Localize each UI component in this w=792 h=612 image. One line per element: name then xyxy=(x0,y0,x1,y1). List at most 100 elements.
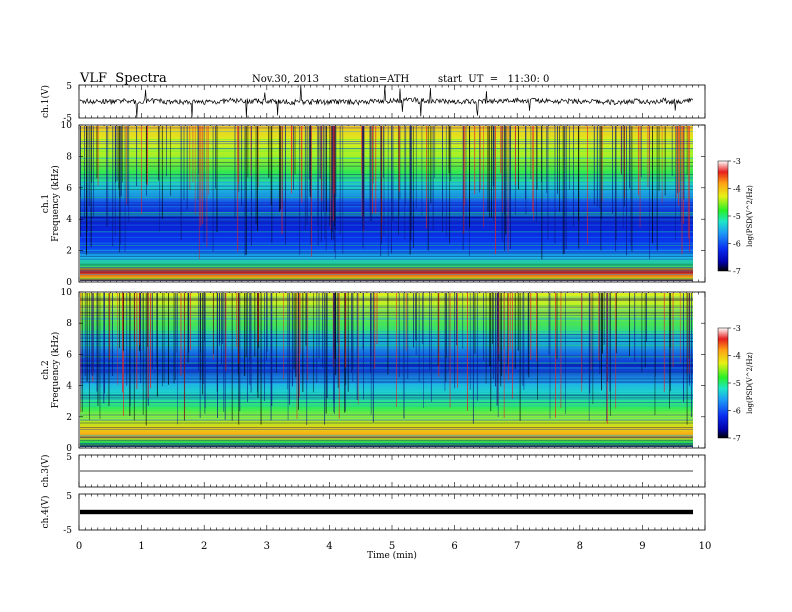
ch1-sferic xyxy=(84,126,85,220)
ch1-freq-streak xyxy=(80,251,693,253)
ch1-sferic xyxy=(301,126,303,203)
ch2-sferic xyxy=(691,293,693,418)
ch1-sferic xyxy=(86,126,88,232)
ch1-sferic xyxy=(658,126,660,191)
ch2-sferic xyxy=(283,293,284,380)
ch2-sferic xyxy=(669,293,670,409)
ch2-sferic xyxy=(150,293,152,389)
ch2-sferic xyxy=(497,293,499,342)
ch1-sferic xyxy=(207,126,209,195)
ch2-sferic xyxy=(297,293,299,401)
ch2-sferic xyxy=(244,293,246,376)
ch1-sferic xyxy=(564,126,565,254)
ch2-sferic xyxy=(654,293,656,415)
ch1-sferic xyxy=(535,126,537,223)
ch2-sferic xyxy=(92,293,94,376)
ch2-freq-streak xyxy=(80,308,693,310)
ch1-sferic xyxy=(122,126,123,183)
ch1-freq-streak xyxy=(80,264,693,266)
ch2-freq-streak xyxy=(80,334,693,335)
ch2-freq-streak xyxy=(80,362,693,364)
ch1-sferic xyxy=(601,126,603,202)
ch1-sferic xyxy=(300,126,302,198)
ch2-freq-streak xyxy=(80,436,693,438)
ch1-freq-streak xyxy=(80,171,693,172)
ch2-sferic xyxy=(175,293,177,381)
ch1-sferic xyxy=(120,126,122,245)
ch2-sferic xyxy=(403,293,405,419)
ch1-sferic xyxy=(547,126,549,240)
ch2-sferic xyxy=(123,293,124,416)
ch1-sferic xyxy=(648,126,650,178)
ch1-freq-streak xyxy=(80,220,693,222)
ch2-sferic xyxy=(187,293,189,363)
ch1-sferic xyxy=(629,126,630,189)
ch1-sferic xyxy=(334,126,336,230)
ch1-sferic xyxy=(371,126,373,223)
ch2-sferic xyxy=(352,293,354,383)
ch1-sferic xyxy=(686,126,688,175)
ch1-sferic xyxy=(532,126,534,212)
ch2-sferic xyxy=(634,293,636,362)
ch2-sferic xyxy=(670,293,672,392)
ch1-sferic xyxy=(541,126,543,260)
ch1-sferic xyxy=(492,126,494,187)
ch1-sferic xyxy=(285,126,286,245)
ch2-colorbar-tick-label: -6 xyxy=(733,407,741,416)
ch1-freq-streak xyxy=(80,165,693,167)
ch1-sferic xyxy=(97,126,99,186)
ch2-sferic xyxy=(592,293,594,405)
ch2-freq-streak xyxy=(80,435,693,437)
ch2-sferic xyxy=(313,293,315,393)
ch2-freq-streak xyxy=(80,300,693,301)
ch2-sferic xyxy=(296,293,298,420)
ch2-sferic xyxy=(376,293,378,345)
ch2-sferic xyxy=(423,293,424,408)
ch1-freq-streak xyxy=(80,245,693,246)
ch2-freq-streak xyxy=(80,348,693,350)
ch1-sferic xyxy=(495,126,496,255)
ch1-sferic xyxy=(383,126,385,236)
x-tick-label: 10 xyxy=(699,541,712,552)
ch1-sferic xyxy=(332,126,333,233)
ch1-freq-streak xyxy=(80,256,693,258)
ch2-sferic xyxy=(495,293,496,387)
ch1-sferic xyxy=(507,126,509,252)
ch1-sferic xyxy=(637,126,639,196)
ch1-sferic xyxy=(189,126,191,190)
ch1-sferic xyxy=(333,126,335,241)
x-axis-label: Time (min) xyxy=(367,550,417,561)
ch2-sferic xyxy=(156,293,158,397)
ch1-sferic xyxy=(203,126,205,243)
ch2-sferic xyxy=(527,293,529,375)
ch2-sferic xyxy=(344,293,346,413)
x-tick-label: 2 xyxy=(201,541,207,552)
ch2-sferic xyxy=(467,293,468,411)
ch1-sferic xyxy=(676,126,678,198)
ch1-sferic xyxy=(601,126,603,219)
ch1-sferic xyxy=(554,126,556,244)
ch2-freq-streak xyxy=(80,394,693,396)
ch1-sferic xyxy=(268,126,270,178)
ch2-sferic xyxy=(287,293,289,390)
ch1-sferic xyxy=(363,126,365,230)
ch1-sferic xyxy=(427,126,429,251)
ch1-freq-streak xyxy=(80,278,693,280)
ch1-sferic xyxy=(293,126,294,190)
ch2-sferic xyxy=(370,293,371,373)
ch2-sferic xyxy=(599,293,601,375)
ch2-freq-streak xyxy=(80,396,693,398)
ch2-freq-streak xyxy=(80,407,693,409)
ch1-sferic xyxy=(161,126,163,219)
ch1-sferic xyxy=(391,126,392,254)
ch1-channel-label: ch.1 xyxy=(41,194,51,213)
ch2-sferic xyxy=(606,293,608,424)
ch1-sferic xyxy=(430,126,432,204)
ch2-sferic xyxy=(111,293,113,376)
ch1-freq-streak xyxy=(80,256,693,257)
ch2-sferic xyxy=(199,293,201,381)
ch2-freq-streak xyxy=(80,371,693,372)
ch1-sferic xyxy=(681,126,683,255)
ch1-sferic xyxy=(483,126,484,228)
ch2-freq-streak xyxy=(80,317,693,319)
